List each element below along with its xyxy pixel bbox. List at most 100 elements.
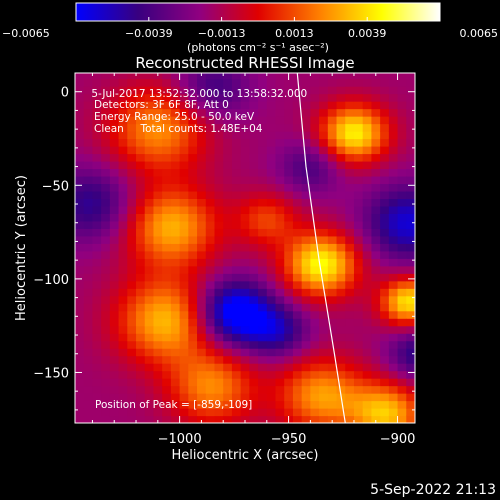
- heatmap-cell: [214, 385, 224, 394]
- heatmap-cell: [153, 310, 163, 319]
- heatmap-cell: [144, 243, 155, 252]
- heatmap-cell: [179, 168, 189, 177]
- heatmap-cell: [345, 318, 355, 327]
- heatmap-cell: [144, 415, 155, 423]
- heatmap-cell: [214, 86, 224, 95]
- heatmap-cell: [92, 160, 102, 170]
- heatmap-cell: [109, 355, 120, 364]
- heatmap-cell: [109, 101, 120, 110]
- heatmap-cell: [83, 101, 94, 110]
- heatmap-cell: [275, 378, 285, 387]
- heatmap-cell: [406, 183, 415, 192]
- heatmap-cell: [197, 325, 207, 334]
- heatmap-cell: [397, 333, 407, 342]
- heatmap-cell: [284, 213, 294, 222]
- heatmap-cell: [406, 168, 415, 177]
- heatmap-cell: [197, 78, 207, 87]
- heatmap-cell: [188, 378, 198, 387]
- heatmap-cell: [127, 318, 137, 327]
- heatmap-cell: [118, 295, 128, 304]
- heatmap-cell: [153, 101, 163, 110]
- heatmap-cell: [188, 160, 198, 170]
- heatmap-cell: [275, 325, 285, 334]
- heatmap-cell: [284, 265, 294, 274]
- heatmap-cell: [362, 153, 373, 162]
- heatmap-cell: [266, 78, 277, 87]
- heatmap-cell: [345, 288, 355, 297]
- heatmap-cell: [249, 145, 259, 155]
- heatmap-cell: [179, 235, 189, 244]
- heatmap-cell: [75, 393, 85, 402]
- heatmap-cell: [371, 295, 381, 304]
- heatmap-cell: [240, 378, 250, 387]
- heatmap-cell: [127, 101, 137, 110]
- heatmap-cell: [144, 228, 155, 237]
- heatmap-cell: [127, 363, 137, 372]
- heatmap-cell: [249, 205, 259, 214]
- heatmap-cell: [153, 168, 163, 177]
- heatmap-cell: [170, 235, 181, 244]
- heatmap-cell: [275, 101, 285, 110]
- heatmap-cell: [345, 145, 355, 155]
- heatmap-cell: [319, 250, 329, 259]
- heatmap-cell: [83, 378, 94, 387]
- heatmap-cell: [388, 273, 399, 282]
- heatmap-cell: [83, 205, 94, 214]
- heatmap-cell: [101, 145, 111, 155]
- heatmap-cell: [75, 273, 85, 282]
- heatmap-cell: [197, 190, 207, 199]
- heatmap-cell: [118, 228, 128, 237]
- heatmap-cell: [406, 205, 415, 214]
- heatmap-cell: [109, 393, 120, 402]
- heatmap-cell: [92, 205, 102, 214]
- heatmap-cell: [136, 138, 146, 147]
- heatmap-cell: [380, 348, 390, 357]
- heatmap-cell: [362, 310, 373, 319]
- heatmap-cell: [319, 415, 329, 423]
- heatmap-cell: [127, 325, 137, 334]
- heatmap-cell: [127, 86, 137, 95]
- heatmap-cell: [153, 220, 163, 229]
- heatmap-cell: [205, 78, 216, 87]
- heatmap-cell: [136, 325, 146, 334]
- heatmap-cell: [127, 310, 137, 319]
- heatmap-cell: [101, 370, 111, 379]
- heatmap-cell: [231, 235, 242, 244]
- heatmap-cell: [127, 108, 137, 117]
- heatmap-cell: [292, 250, 303, 259]
- heatmap-cell: [92, 295, 102, 304]
- heatmap-cell: [336, 243, 346, 252]
- heatmap-cell: [292, 243, 303, 252]
- heatmap-cell: [83, 355, 94, 364]
- heatmap-cell: [205, 408, 216, 417]
- heatmap-cell: [388, 303, 399, 312]
- heatmap-cell: [327, 145, 338, 155]
- heatmap-cell: [118, 145, 128, 155]
- heatmap-cell: [292, 160, 303, 170]
- heatmap-cell: [205, 108, 216, 117]
- heatmap-cell: [388, 198, 399, 207]
- heatmap-cell: [136, 400, 146, 409]
- heatmap-cell: [292, 198, 303, 207]
- heatmap-cell: [240, 213, 250, 222]
- heatmap-cell: [179, 273, 189, 282]
- heatmap-cell: [83, 325, 94, 334]
- heatmap-cell: [327, 198, 338, 207]
- heatmap-cell: [127, 295, 137, 304]
- heatmap-cell: [319, 101, 329, 110]
- heatmap-cell: [249, 250, 259, 259]
- heatmap-cell: [336, 205, 346, 214]
- heatmap-cell: [345, 73, 355, 80]
- heatmap-cell: [388, 325, 399, 334]
- heatmap-cell: [266, 400, 277, 409]
- heatmap-cell: [240, 86, 250, 95]
- heatmap-cell: [397, 145, 407, 155]
- heatmap-cell: [109, 295, 120, 304]
- heatmap-cell: [162, 86, 172, 95]
- heatmap-cell: [231, 385, 242, 394]
- heatmap-cell: [101, 220, 111, 229]
- heatmap-cell: [319, 325, 329, 334]
- heatmap-cell: [153, 333, 163, 342]
- heatmap-cell: [188, 340, 198, 349]
- heatmap-cell: [214, 415, 224, 423]
